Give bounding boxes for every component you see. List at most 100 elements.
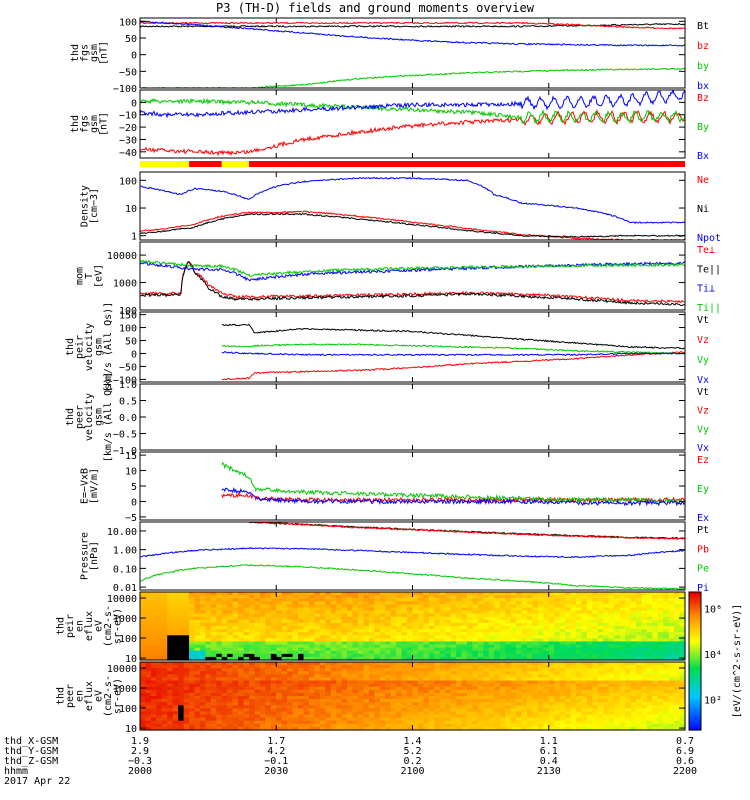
x-row-value: 1.7 [267,736,285,747]
y-tick-label: 0.01 [113,583,137,594]
y-tick-label: 10000 [107,664,137,675]
series-line-Bx [140,90,685,119]
series-line-Pi [140,546,685,559]
mode-bar-segment [189,161,222,167]
x-axis-rows: thd_X-GSM 1.9 1.7 1.4 1.1 0.7 thd_Y-GSM 2.9 4.2 5… [4,736,697,787]
legend-entry: bx [697,81,709,92]
y-tick-label: −50 [119,362,137,373]
y-tick-label: −100 [113,375,137,386]
y-axis-label: peir [75,335,86,359]
y-axis-label: en [75,620,86,632]
y-axis-label: velocity [84,323,95,371]
x-row-value: 2030 [264,766,288,777]
mode-bar-strip [140,161,685,167]
y-tick-label: −40 [119,148,137,159]
y-tick-label: 150 [119,311,137,322]
y-tick-label: 50 [125,34,137,45]
panel-frame [139,311,686,383]
y-axis-label: thd [70,115,81,133]
y-axis-label: (cm2-s- [103,605,114,647]
y-tick-label: 0 [131,349,137,360]
y-axis-label: thd [56,687,67,705]
y-tick-label: 0.0 [119,413,137,424]
y-tick-label: 10 [125,204,137,215]
x-row-value: 2130 [537,766,561,777]
panel-frame [139,383,686,451]
y-axis-label: thd [56,617,67,635]
legend-entry: Vy [697,424,709,435]
y-axis-label: eflux [84,611,95,641]
y-axis-label: thd [70,44,81,62]
legend-entry: Ni [697,204,709,215]
y-tick-label: −100 [113,84,137,95]
legend-entry: Vy [697,355,709,366]
legend-entry: Pb [697,544,709,555]
x-row-value: 2.9 [131,746,149,757]
panel-frame [139,171,686,241]
y-axis-label: Pressure [79,532,90,580]
x-row-label: thd_Z-GSM [4,756,58,767]
series-line-Te [140,260,685,306]
panel-8: 10.00 1.00 0.10 0.01 Pressure[nPa] Pt Pb Pe Pi [79,521,709,594]
series-line-Pt [248,522,685,540]
y-tick-label: 1.0 [119,380,137,391]
colorbar: 10⁶ 10⁴ 10² [eV/(cm^2-s-sr-eV)] [688,591,743,731]
x-row-label: thd_Y-GSM [4,746,58,757]
x-row-value: 2000 [128,766,152,777]
series-line-Te [140,261,685,304]
y-axis-label: gsm [89,44,100,62]
y-tick-label: 100 [119,176,137,187]
spectrogram [140,662,686,731]
series-line-Vx [221,351,685,357]
y-axis-label: eV [94,690,105,702]
y-tick-label: 0 [131,98,137,109]
x-row-label: thd_X-GSM [4,736,58,747]
y-axis-label: (cm2-s- [103,675,114,717]
y-axis-label: [eV] [94,264,105,288]
y-axis-label: [cm−3] [89,188,100,224]
colorbar-label: [eV/(cm^2-s-sr-eV)] [732,604,743,718]
panel-7: 15 10 5 0 −5 E=−VxB[mV/m] Ez Ey Ex [79,451,709,524]
legend-entry: Bt [697,21,709,32]
series-line-Vz [221,351,685,381]
y-axis-label: mom [75,267,86,285]
series-line-Ni [140,212,685,238]
y-tick-label: 10 [125,654,137,665]
series-line-Ey [221,461,685,505]
x-row-value: 0.4 [540,756,558,767]
legend-entry: bz [697,41,709,52]
colorbar-tick-label: 10⁴ [704,650,722,661]
legend-entry: Vz [697,335,709,346]
y-axis-label: gsm [94,338,105,356]
x-row-value: 0.6 [676,756,694,767]
legend-entry: Pi [697,583,709,594]
series-line-by [140,67,685,88]
y-tick-label: 100 [119,324,137,335]
legend-entry: Vx [697,375,709,386]
x-row-value: 1.9 [131,736,149,747]
series-line-Pe [140,564,685,590]
y-tick-label: 1.00 [113,546,137,557]
y-tick-label: 10 [125,724,137,735]
legend-entry: Vt [697,387,709,398]
y-axis-label: Density [79,185,90,227]
colorbar-frame [688,591,702,731]
panel-frame [139,241,686,311]
y-tick-label: −10 [119,111,137,122]
legend-entry: Pe [697,564,709,575]
y-axis-label: eV [94,620,105,632]
y-axis-label: eflux [84,681,95,711]
y-axis-label: T [84,273,95,279]
legend-entry: Vz [697,406,709,417]
y-tick-label: −0.5 [113,430,137,441]
legend-entry: Vx [697,443,709,454]
panel-3: 100 10 1 Density[cm−3] Ne Ni Npot [79,171,721,244]
y-tick-label: −5 [125,513,137,524]
y-tick-label: 15 [125,451,137,462]
legend-entry: Ez [697,455,709,466]
series-line-Pb [248,522,685,540]
